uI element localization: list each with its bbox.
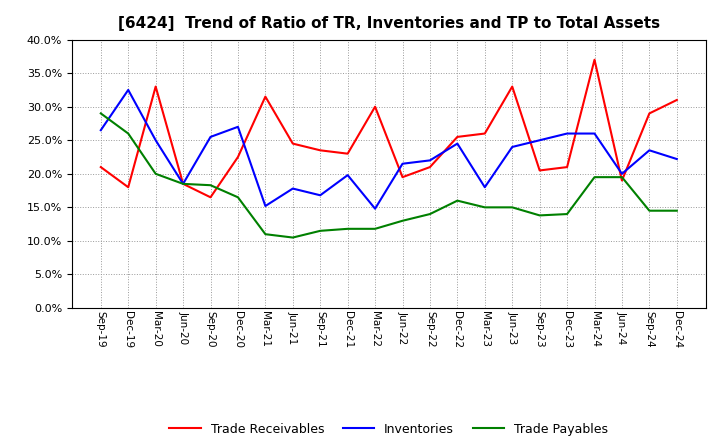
Inventories	[206, 134, 215, 139]
Inventories	[124, 87, 132, 92]
Inventories	[672, 156, 681, 161]
Inventories	[426, 158, 434, 163]
Trade Receivables	[96, 165, 105, 170]
Inventories	[343, 172, 352, 178]
Trade Payables	[563, 211, 572, 216]
Trade Receivables	[508, 84, 516, 89]
Trade Receivables	[590, 57, 599, 62]
Title: [6424]  Trend of Ratio of TR, Inventories and TP to Total Assets: [6424] Trend of Ratio of TR, Inventories…	[118, 16, 660, 32]
Trade Receivables	[206, 194, 215, 200]
Trade Receivables	[426, 165, 434, 170]
Trade Receivables	[398, 175, 407, 180]
Trade Payables	[96, 111, 105, 116]
Trade Receivables	[618, 178, 626, 183]
Inventories	[151, 138, 160, 143]
Trade Payables	[508, 205, 516, 210]
Trade Receivables	[151, 84, 160, 89]
Trade Receivables	[563, 165, 572, 170]
Inventories	[645, 148, 654, 153]
Trade Payables	[453, 198, 462, 203]
Trade Payables	[536, 213, 544, 218]
Inventories	[96, 128, 105, 133]
Trade Payables	[124, 131, 132, 136]
Legend: Trade Receivables, Inventories, Trade Payables: Trade Receivables, Inventories, Trade Pa…	[164, 418, 613, 440]
Inventories	[233, 124, 242, 129]
Trade Receivables	[179, 181, 187, 187]
Trade Payables	[316, 228, 325, 234]
Trade Receivables	[453, 134, 462, 139]
Trade Payables	[398, 218, 407, 224]
Inventories	[563, 131, 572, 136]
Inventories	[590, 131, 599, 136]
Trade Payables	[590, 175, 599, 180]
Trade Receivables	[371, 104, 379, 109]
Trade Payables	[480, 205, 489, 210]
Trade Payables	[179, 181, 187, 187]
Trade Receivables	[480, 131, 489, 136]
Trade Payables	[645, 208, 654, 213]
Inventories	[480, 185, 489, 190]
Line: Trade Payables: Trade Payables	[101, 114, 677, 238]
Trade Payables	[618, 175, 626, 180]
Trade Payables	[289, 235, 297, 240]
Inventories	[371, 206, 379, 211]
Trade Payables	[151, 171, 160, 176]
Trade Payables	[206, 183, 215, 188]
Inventories	[261, 203, 270, 209]
Inventories	[536, 138, 544, 143]
Trade Receivables	[672, 97, 681, 103]
Trade Receivables	[261, 94, 270, 99]
Line: Trade Receivables: Trade Receivables	[101, 60, 677, 197]
Trade Receivables	[343, 151, 352, 156]
Line: Inventories: Inventories	[101, 90, 677, 209]
Trade Receivables	[536, 168, 544, 173]
Trade Payables	[371, 226, 379, 231]
Inventories	[618, 171, 626, 176]
Trade Receivables	[233, 154, 242, 160]
Inventories	[508, 144, 516, 150]
Inventories	[398, 161, 407, 166]
Trade Payables	[261, 231, 270, 237]
Inventories	[179, 181, 187, 187]
Trade Payables	[426, 211, 434, 216]
Inventories	[453, 141, 462, 146]
Trade Receivables	[316, 148, 325, 153]
Trade Receivables	[289, 141, 297, 146]
Inventories	[289, 186, 297, 191]
Trade Payables	[233, 194, 242, 200]
Trade Payables	[672, 208, 681, 213]
Trade Receivables	[645, 111, 654, 116]
Inventories	[316, 193, 325, 198]
Trade Payables	[343, 226, 352, 231]
Trade Receivables	[124, 185, 132, 190]
